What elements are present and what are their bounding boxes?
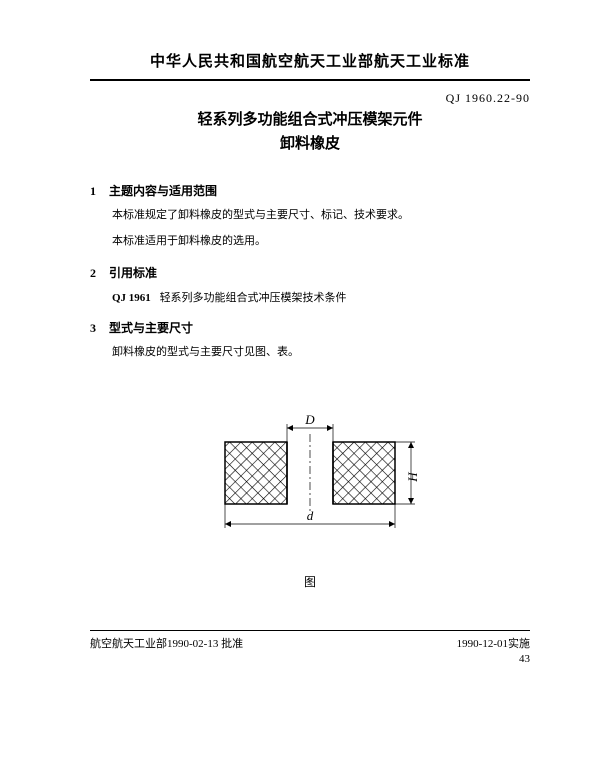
svg-text:D: D	[304, 412, 315, 427]
figure-caption: 图	[90, 573, 530, 590]
paragraph: 本标准规定了卸料橡皮的型式与主要尺寸、标记、技术要求。	[112, 207, 530, 225]
doc-code: QJ 1960.22-90	[90, 91, 530, 106]
figure-container: Dd H 图	[90, 402, 530, 590]
section-num: 2	[90, 266, 106, 281]
section-3: 3 型式与主要尺寸 卸料橡皮的型式与主要尺寸见图、表。	[90, 319, 530, 362]
header-rule	[90, 79, 530, 81]
footer-approval: 航空航天工业部1990-02-13 批准	[90, 635, 243, 651]
figure-diagram: Dd H	[190, 402, 430, 542]
footer-row: 航空航天工业部1990-02-13 批准 1990-12-01实施	[90, 635, 530, 651]
page-number: 43	[90, 653, 530, 665]
reference-line: QJ 1961 轻系列多功能组合式冲压模架技术条件	[112, 289, 530, 305]
section-num: 1	[90, 184, 106, 199]
svg-text:H: H	[405, 471, 420, 482]
section-heading: 1 主题内容与适用范围	[90, 182, 530, 199]
org-title: 中华人民共和国航空航天工业部航天工业标准	[90, 50, 530, 71]
reference-code: QJ 1961	[112, 292, 151, 304]
doc-title-line1: 轻系列多功能组合式冲压模架元件	[197, 112, 422, 128]
doc-title: 轻系列多功能组合式冲压模架元件 卸料橡皮	[90, 108, 530, 156]
footer-rule	[90, 630, 530, 631]
paragraph: 本标准适用于卸料橡皮的选用。	[112, 233, 530, 251]
section-title: 主题内容与适用范围	[109, 184, 217, 198]
svg-text:d: d	[307, 508, 314, 523]
section-1: 1 主题内容与适用范围 本标准规定了卸料橡皮的型式与主要尺寸、标记、技术要求。 …	[90, 182, 530, 250]
section-num: 3	[90, 321, 106, 336]
doc-title-line2: 卸料橡皮	[280, 136, 340, 152]
section-heading: 3 型式与主要尺寸	[90, 319, 530, 336]
reference-text: 轻系列多功能组合式冲压模架技术条件	[160, 292, 347, 304]
document-page: 中华人民共和国航空航天工业部航天工业标准 QJ 1960.22-90 轻系列多功…	[0, 0, 600, 696]
footer-effective: 1990-12-01实施	[457, 635, 530, 651]
section-title: 型式与主要尺寸	[109, 321, 193, 335]
section-title: 引用标准	[109, 266, 157, 280]
section-2: 2 引用标准 QJ 1961 轻系列多功能组合式冲压模架技术条件	[90, 264, 530, 305]
section-heading: 2 引用标准	[90, 264, 530, 281]
paragraph: 卸料橡皮的型式与主要尺寸见图、表。	[112, 344, 530, 362]
